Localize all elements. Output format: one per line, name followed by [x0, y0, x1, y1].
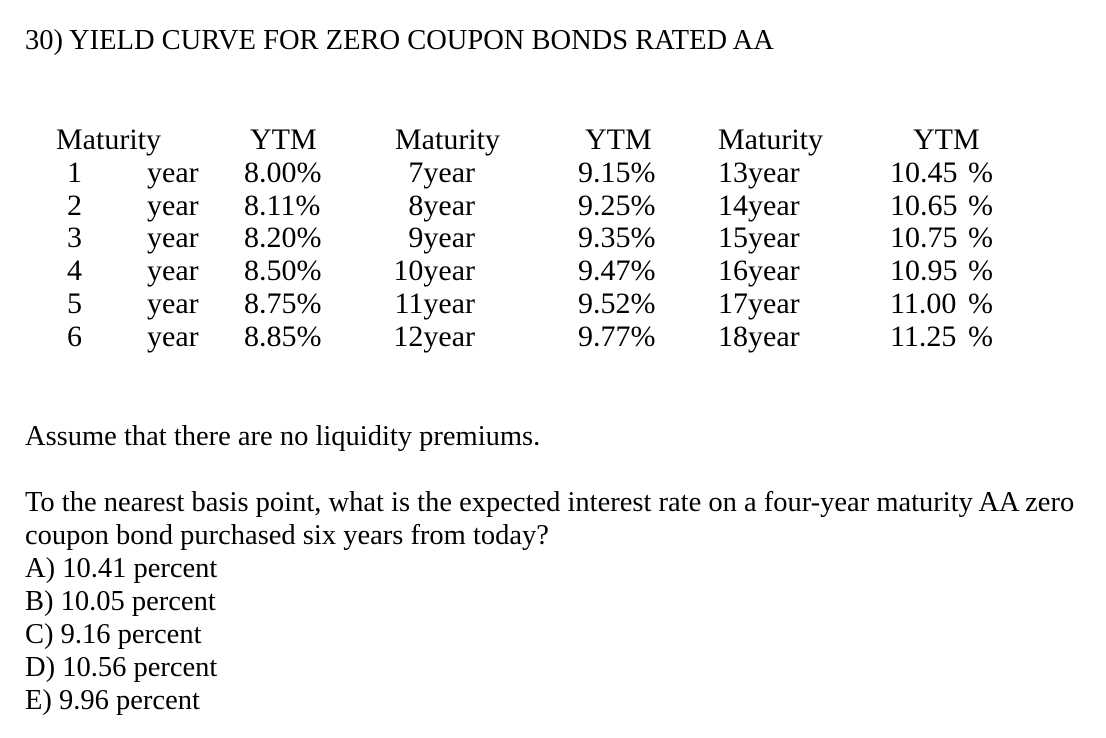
yield-table: Maturity YTM Maturity YTM Maturity YTM 1…: [56, 123, 1106, 354]
answer-option-b: B) 10.05 percent: [25, 585, 216, 617]
percent-sign: %: [968, 221, 993, 255]
maturity-value: 17year: [718, 286, 800, 320]
ytm-value: 9.15%: [578, 155, 656, 189]
question-text: To the nearest basis point, what is the …: [25, 486, 1075, 551]
ytm-number: 10.75: [890, 221, 958, 255]
ytm-value: 9.52%: [578, 286, 656, 320]
ytm-value: 8.85%: [244, 319, 322, 353]
ytm-value: 8.20%: [244, 221, 322, 255]
ytm-value: 9.25%: [578, 188, 656, 222]
percent-sign: %: [968, 155, 993, 189]
column-header-maturity-1: Maturity: [56, 123, 161, 156]
maturity-value: 8year: [408, 188, 475, 222]
maturity-value: 2: [67, 188, 82, 222]
assumption-text: Assume that there are no liquidity premi…: [25, 420, 541, 452]
document-page: 30) YIELD CURVE FOR ZERO COUPON BONDS RA…: [25, 25, 1106, 717]
maturity-value: 4: [67, 254, 82, 288]
maturity-unit: year: [147, 155, 199, 189]
ytm-number: 10.45: [890, 155, 958, 189]
ytm-value: 9.35%: [578, 221, 656, 255]
ytm-value: 10.65%: [888, 188, 1106, 223]
maturity-value: 7year: [408, 155, 475, 189]
maturity-unit: year: [147, 188, 199, 222]
column-header-maturity-3: Maturity: [718, 123, 823, 156]
ytm-value: 9.47%: [578, 254, 656, 288]
maturity-unit: year: [147, 221, 199, 255]
percent-sign: %: [968, 286, 993, 320]
ytm-value: 8.50%: [244, 254, 322, 288]
table-row: 5 year 8.75% 11year 9.52% 17year 11.00%: [56, 286, 1106, 321]
table-row: 2 year 8.11% 8year 9.25% 14year 10.65%: [56, 188, 1106, 223]
ytm-value: 10.75%: [888, 221, 1106, 255]
maturity-value: 9year: [408, 221, 475, 255]
column-header-ytm-2: YTM: [585, 123, 652, 156]
ytm-number: 10.65: [890, 188, 958, 222]
table-row: 1 year 8.00% 7year 9.15% 13year 10.45%: [56, 155, 1106, 190]
maturity-unit: year: [147, 319, 199, 353]
maturity-unit: year: [147, 286, 199, 320]
maturity-value: 11year: [394, 286, 475, 320]
column-header-maturity-2: Maturity: [395, 123, 500, 156]
ytm-number: 11.25: [890, 319, 957, 353]
ytm-value: 11.00%: [888, 286, 1106, 321]
answer-option-c: C) 9.16 percent: [25, 618, 202, 650]
percent-sign: %: [968, 254, 993, 288]
table-row: 6 year 8.85% 12year 9.77% 18year 11.25%: [56, 319, 1106, 354]
ytm-number: 11.00: [890, 286, 957, 320]
maturity-value: 14year: [718, 188, 800, 222]
ytm-value: 11.25%: [888, 319, 1106, 354]
maturity-value: 13year: [718, 155, 800, 189]
percent-sign: %: [968, 188, 993, 222]
ytm-value: 10.95%: [888, 254, 1106, 288]
ytm-value: 8.00%: [244, 155, 322, 189]
maturity-value: 12year: [393, 319, 475, 353]
percent-sign: %: [968, 319, 993, 353]
maturity-value: 15year: [718, 221, 800, 255]
ytm-value: 8.11%: [244, 188, 321, 222]
page-title: 30) YIELD CURVE FOR ZERO COUPON BONDS RA…: [25, 25, 774, 56]
ytm-value: 10.45%: [888, 155, 1106, 190]
ytm-value: 8.75%: [244, 286, 322, 320]
column-header-ytm-1: YTM: [250, 123, 317, 156]
maturity-value: 1: [67, 155, 82, 189]
maturity-value: 16year: [718, 254, 800, 288]
answer-option-a: A) 10.41 percent: [25, 552, 218, 584]
table-row: 4 year 8.50% 10year 9.47% 16year 10.95%: [56, 254, 1106, 288]
answer-options: A) 10.41 percent B) 10.05 percent C) 9.1…: [25, 552, 1106, 717]
column-header-ytm-3: YTM: [913, 123, 980, 156]
maturity-unit: year: [147, 254, 199, 288]
table-header-row: Maturity YTM Maturity YTM Maturity YTM: [56, 123, 1106, 157]
answer-option-d: D) 10.56 percent: [25, 651, 218, 683]
maturity-value: 3: [67, 221, 82, 255]
maturity-value: 5: [67, 286, 82, 320]
maturity-value: 10year: [393, 254, 475, 288]
maturity-value: 6: [67, 319, 82, 353]
ytm-value: 9.77%: [578, 319, 656, 353]
table-row: 3 year 8.20% 9year 9.35% 15year 10.75%: [56, 221, 1106, 255]
answer-option-e: E) 9.96 percent: [25, 684, 200, 716]
maturity-value: 18year: [718, 319, 800, 353]
ytm-number: 10.95: [890, 254, 958, 288]
